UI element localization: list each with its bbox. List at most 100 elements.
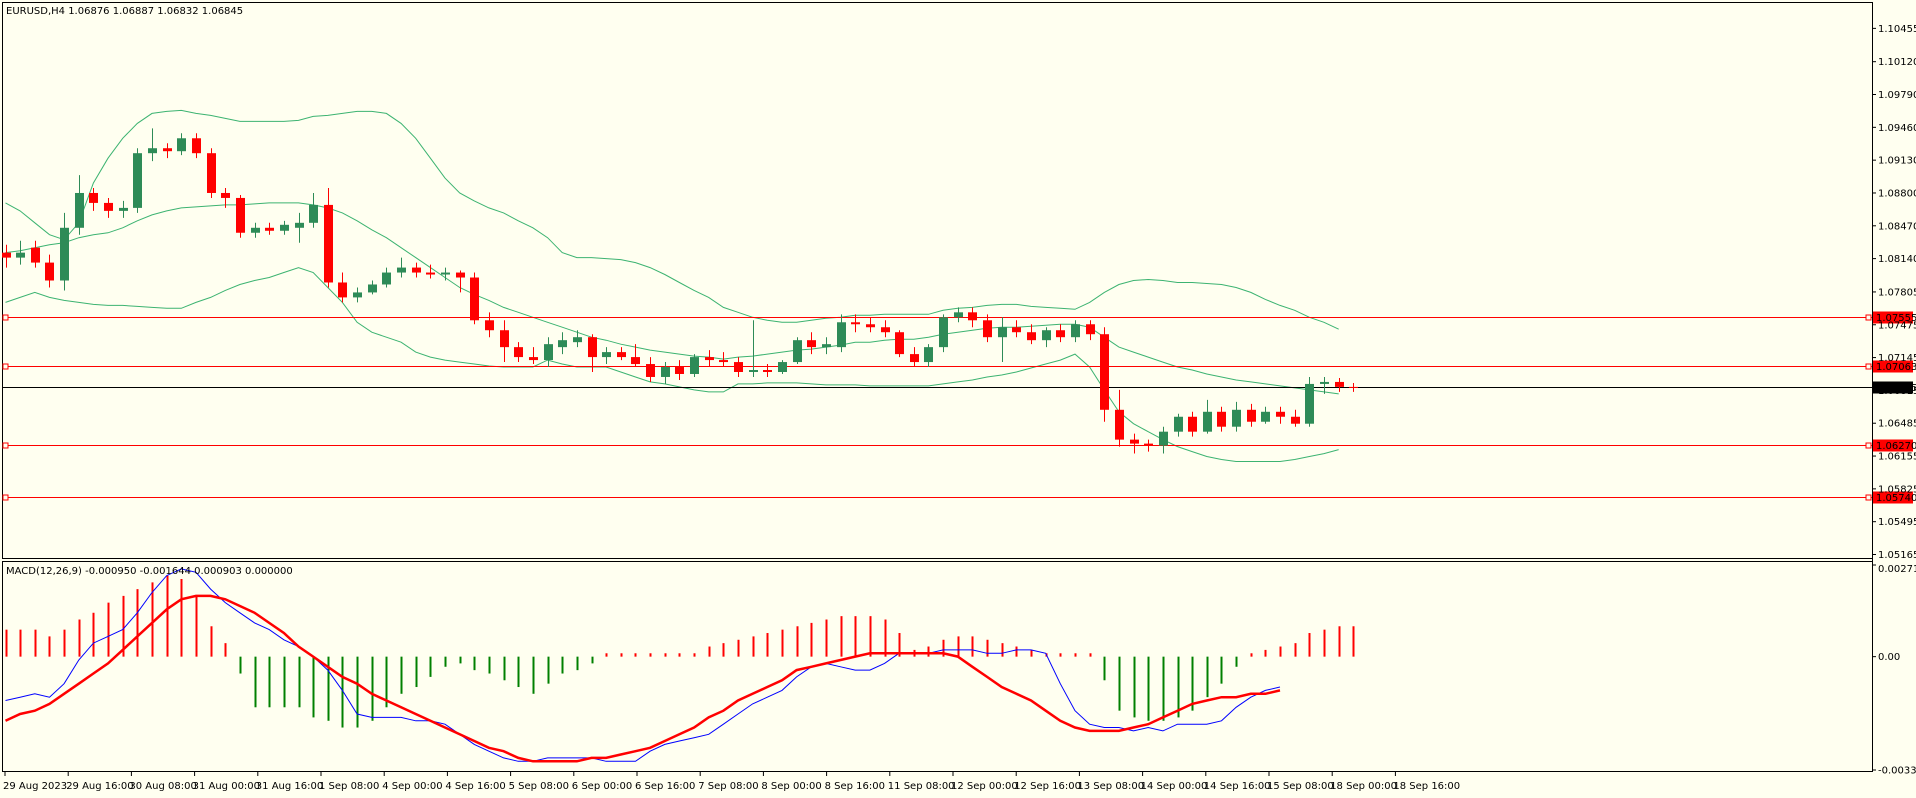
candle-body [148,148,157,154]
candle-body [661,367,670,377]
candle-body [793,340,802,363]
candle-body [924,347,933,363]
candle [353,287,362,303]
candle-body [558,340,567,348]
candle [397,257,406,278]
candle-body [1042,330,1051,341]
candle-body [954,312,963,318]
level-handle[interactable] [1865,314,1872,321]
candle [426,264,435,279]
symbol-title: EURUSD,H4 1.06876 1.06887 1.06832 1.0684… [6,6,243,17]
candle [45,254,54,288]
time-tick-label: 7 Sep 08:00 [698,781,758,792]
price-tick-label: 1.10455 [1878,24,1916,35]
candle [1174,413,1183,437]
candle-body [939,317,948,348]
candle [690,354,699,377]
time-tick-label: 18 Sep 16:00 [1393,781,1460,792]
level-price-label: 1.07063 [1876,362,1916,373]
candle-body [866,324,875,328]
candle [382,267,391,288]
candle-body [295,222,304,228]
candle-body [119,207,128,211]
candle [573,330,582,348]
price-tick-label: 1.10120 [1878,57,1916,68]
candle-body [1027,332,1036,341]
candle [851,314,860,333]
price-tick-label: 1.08470 [1878,221,1916,232]
level-handle[interactable] [1865,442,1872,449]
candle-body [309,204,318,223]
candle-body [1130,439,1139,444]
price-tick-label: 1.08800 [1878,188,1916,199]
candle-body [397,267,406,273]
macd-tick-label: -0.003358 [1878,766,1916,777]
time-tick-label: 6 Sep 00:00 [572,781,632,792]
level-handle[interactable] [2,314,9,321]
candle-body [192,138,201,154]
time-tick-label: 4 Sep 16:00 [445,781,505,792]
candle-body [1320,381,1329,384]
candle-body [500,330,509,348]
candle-body [881,327,890,333]
candle [807,332,816,355]
time-tick-label: 12 Sep 16:00 [1014,781,1081,792]
time-tick-label: 18 Sep 00:00 [1330,781,1397,792]
candle [1188,411,1197,437]
candle [338,272,347,303]
level-price-label: 1.05740 [1876,493,1916,504]
level-handle[interactable] [2,442,9,449]
candle [1261,406,1270,424]
candle-body [588,337,597,358]
candle [1276,406,1285,424]
time-tick-label: 14 Sep 16:00 [1204,781,1271,792]
candle-body [807,340,816,348]
candle [221,188,230,208]
candle-body [412,267,421,273]
candle-body [1232,409,1241,427]
time-tick-label: 11 Sep 08:00 [888,781,955,792]
candle-body [1349,386,1358,388]
price-axis: 1.07555 1.07063 1.06270 1.05740 1.06845 1.104… [1872,24,1916,561]
level-handle[interactable] [1865,363,1872,370]
candle-body [514,347,523,358]
candle [558,332,567,355]
price-tick-label: 1.05825 [1878,484,1916,495]
candle [793,337,802,365]
level-price-label: 1.06270 [1876,441,1916,452]
candle [295,212,304,243]
level-handle[interactable] [2,494,9,501]
candle [631,344,640,368]
time-tick-label: 5 Sep 08:00 [509,781,569,792]
candle-body [1217,411,1226,427]
candle [163,143,172,159]
candle [939,314,948,353]
time-tick-label: 8 Sep 00:00 [761,781,821,792]
candle-body [1276,411,1285,417]
macd-tick-label: 0.002715 [1878,564,1916,575]
candle [133,148,142,213]
candle-body [265,227,274,231]
time-tick-label: 30 Aug 08:00 [129,781,196,792]
level-price-label-bg [1873,360,1913,373]
candle [324,188,333,288]
level-handle[interactable] [1865,494,1872,501]
candle-body [983,320,992,338]
candle [309,192,318,228]
time-tick-label: 14 Sep 00:00 [1141,781,1208,792]
price-tick-label: 1.09460 [1878,123,1916,134]
time-tick-label: 12 Sep 00:00 [951,781,1018,792]
candle [763,364,772,377]
candle [119,200,128,218]
candle-body [456,272,465,278]
time-tick-label: 13 Sep 08:00 [1077,781,1144,792]
bollinger-bands [5,109,1339,462]
price-tick-label: 1.08140 [1878,254,1916,265]
candle [529,347,538,365]
time-tick-label: 31 Aug 16:00 [256,781,323,792]
candle-body [382,272,391,285]
level-handle[interactable] [2,363,9,370]
candle-body [31,247,40,263]
candle-body [104,202,113,211]
candle [822,337,831,355]
